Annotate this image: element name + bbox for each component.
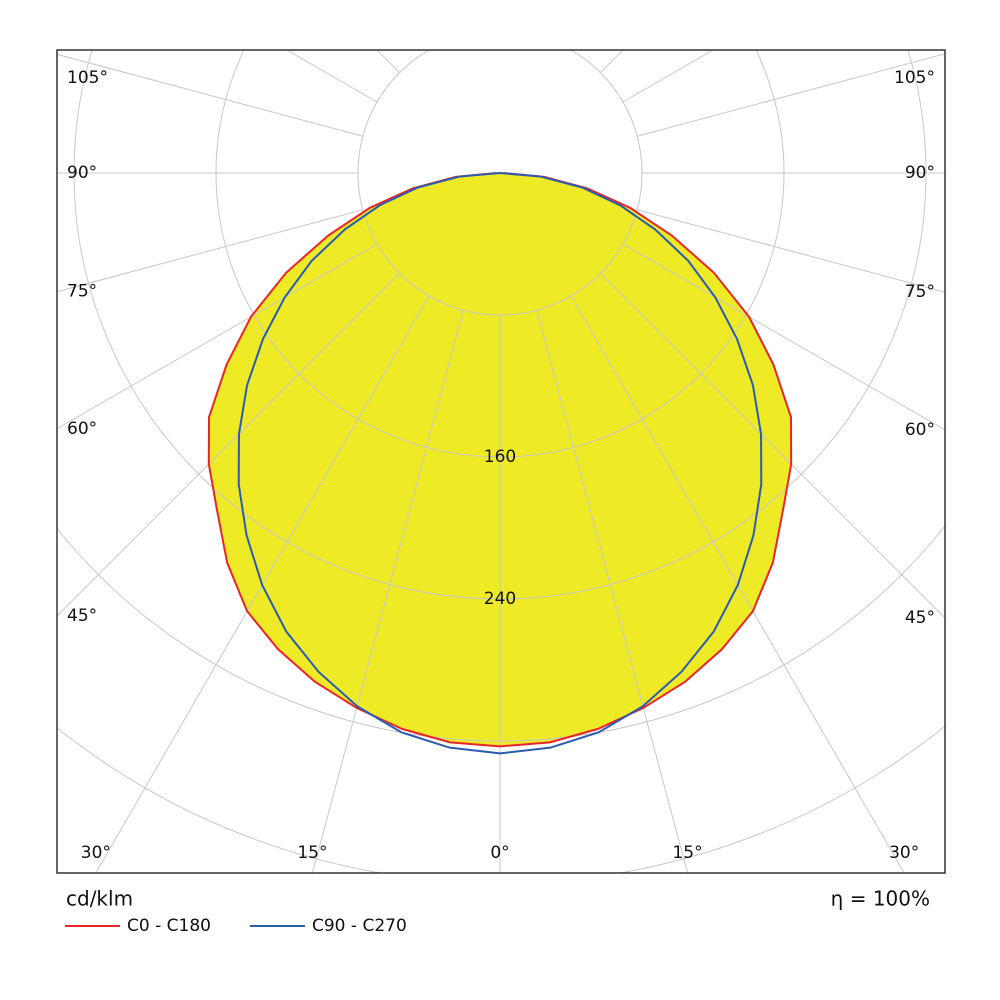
angle-label: 0° <box>490 843 509 863</box>
grid-spoke <box>57 209 363 293</box>
grid-spoke <box>570 295 905 873</box>
angle-label: 45° <box>67 606 97 626</box>
distribution-curve <box>207 172 793 748</box>
angle-label: 90° <box>67 163 97 183</box>
grid-spoke <box>57 243 378 430</box>
grid-spoke <box>570 50 572 51</box>
angle-label: 60° <box>67 419 97 439</box>
grid-spoke <box>428 50 430 51</box>
angle-label: 15° <box>672 843 702 863</box>
grid-spoke <box>311 310 464 873</box>
grid-spoke <box>622 243 945 431</box>
grid-spoke <box>376 50 400 73</box>
grid-spoke <box>536 310 689 873</box>
grid-spoke <box>537 0 721 36</box>
legend-label: C0 - C180 <box>127 916 211 936</box>
grid-spoke <box>600 273 945 619</box>
efficiency-label: η = 100% <box>831 887 930 911</box>
plot-frame <box>56 49 946 874</box>
angle-label: 45° <box>905 608 935 628</box>
angle-label: 75° <box>905 282 935 302</box>
grid-spoke <box>622 50 715 103</box>
angle-label: 30° <box>81 843 111 863</box>
grid-spoke <box>637 209 945 293</box>
grid-spoke <box>57 273 400 617</box>
legend-label: C90 - C270 <box>312 916 407 936</box>
grid-spoke <box>57 53 363 137</box>
angle-label: 105° <box>67 68 108 88</box>
angle-label: 15° <box>297 843 327 863</box>
distribution-curve <box>237 172 763 755</box>
grid-spoke <box>600 50 624 73</box>
grid-spoke <box>95 295 430 873</box>
unit-label: cd/klm <box>66 887 133 911</box>
angle-label: 90° <box>905 163 935 183</box>
radial-label: 240 <box>484 589 516 609</box>
grid-spoke <box>279 0 463 36</box>
angle-label: 60° <box>905 420 935 440</box>
angle-label: 105° <box>894 68 935 88</box>
angle-label: 75° <box>67 282 97 302</box>
angle-label: 30° <box>889 843 919 863</box>
radial-label: 160 <box>484 447 516 467</box>
overlay: 160 240 105° 90° 75° 60° 45° 30° 15° 0° 15° 30° 45° 6… <box>67 68 935 863</box>
grid-spoke <box>637 53 945 137</box>
